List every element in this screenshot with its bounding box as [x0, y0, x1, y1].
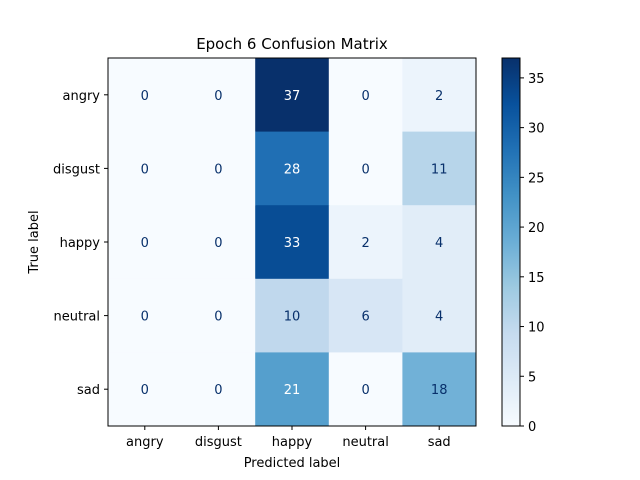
x-axis-label: Predicted label: [244, 456, 341, 471]
heatmap-cell: [181, 205, 256, 280]
cell-value-label: 6: [361, 310, 369, 325]
y-tick-label: sad: [77, 383, 100, 398]
x-tick-label: happy: [272, 435, 313, 450]
heatmap-cell: [402, 352, 477, 427]
colorbar-tick-label: 15: [528, 271, 545, 286]
colorbar-tick-label: 30: [528, 122, 545, 137]
heatmap-cell: [255, 205, 330, 280]
cell-value-label: 0: [141, 310, 149, 325]
colorbar-tick-label: 0: [528, 420, 536, 435]
colorbar-tick-label: 20: [528, 221, 545, 236]
cell-value-label: 2: [435, 89, 443, 104]
colorbar-axis: 0 5 10 15 20 25 30 35: [520, 72, 545, 435]
heatmap-cells: [108, 58, 477, 427]
heatmap-cell: [328, 205, 403, 280]
heatmap-cell: [181, 278, 256, 353]
y-tick-label: angry: [63, 89, 101, 104]
y-axis-label: True label: [27, 210, 42, 274]
cell-value-label: 0: [141, 383, 149, 398]
cell-value-label: 0: [214, 89, 222, 104]
heatmap-cell: [108, 58, 183, 133]
cell-value-label: 0: [141, 89, 149, 104]
chart-title: Epoch 6 Confusion Matrix: [196, 35, 388, 53]
cell-value-label: 33: [284, 236, 301, 251]
cell-value-label: 0: [361, 383, 369, 398]
x-axis: angry disgust happy neutral sad: [126, 426, 451, 450]
heatmap-cell: [108, 352, 183, 427]
cell-value-label: 11: [431, 162, 448, 177]
heatmap-cell: [402, 278, 477, 353]
cell-value-label: 18: [431, 383, 448, 398]
cell-value-label: 0: [361, 162, 369, 177]
heatmap-cell: [328, 278, 403, 353]
colorbar-tick-label: 5: [528, 370, 536, 385]
cell-value-label: 4: [435, 236, 443, 251]
y-tick-label: neutral: [54, 310, 101, 325]
heatmap-cell: [402, 131, 477, 206]
heatmap-cell: [255, 131, 330, 206]
cell-value-label: 0: [214, 162, 222, 177]
cell-value-label: 2: [361, 236, 369, 251]
heatmap-cell: [328, 58, 403, 133]
heatmap-cell: [402, 205, 477, 280]
colorbar: [501, 57, 521, 427]
y-tick-label: happy: [60, 236, 101, 251]
cell-value-label: 0: [141, 236, 149, 251]
heatmap-cell: [255, 58, 330, 133]
x-tick-label: sad: [428, 435, 451, 450]
cell-value-label: 21: [284, 383, 301, 398]
cell-value-label: 0: [214, 236, 222, 251]
heatmap-cell: [108, 131, 183, 206]
heatmap-cell: [181, 131, 256, 206]
heatmap-cell: [108, 205, 183, 280]
cell-value-label: 4: [435, 310, 443, 325]
heatmap-cell: [402, 58, 477, 133]
heatmap-cell: [181, 58, 256, 133]
cell-value-label: 0: [214, 383, 222, 398]
colorbar-tick-label: 35: [528, 72, 545, 87]
heatmap-cell: [255, 352, 330, 427]
cell-value-label: 0: [361, 89, 369, 104]
x-tick-label: angry: [126, 435, 164, 450]
heatmap-cell: [328, 131, 403, 206]
x-tick-label: disgust: [195, 435, 242, 450]
cell-value-label: 0: [214, 310, 222, 325]
heatmap-cell: [328, 352, 403, 427]
y-tick-label: disgust: [53, 162, 100, 177]
colorbar-tick-label: 10: [528, 321, 545, 336]
heatmap-cell: [255, 278, 330, 353]
heatmap-cell: [108, 278, 183, 353]
colorbar-tick-label: 25: [528, 171, 545, 186]
heatmap-cell: [181, 352, 256, 427]
x-tick-label: neutral: [342, 435, 389, 450]
y-axis: angry disgust happy neutral sad: [53, 89, 108, 398]
cell-value-label: 28: [284, 162, 301, 177]
cell-value-label: 10: [284, 310, 301, 325]
cell-value-label: 0: [141, 162, 149, 177]
cell-value-labels: 0 0 37 0 2 0 0 28 0 11 0 0 33 2 4 0 0 10 6 4 0 0 21 0 18: [141, 89, 448, 398]
cell-value-label: 37: [284, 89, 301, 104]
